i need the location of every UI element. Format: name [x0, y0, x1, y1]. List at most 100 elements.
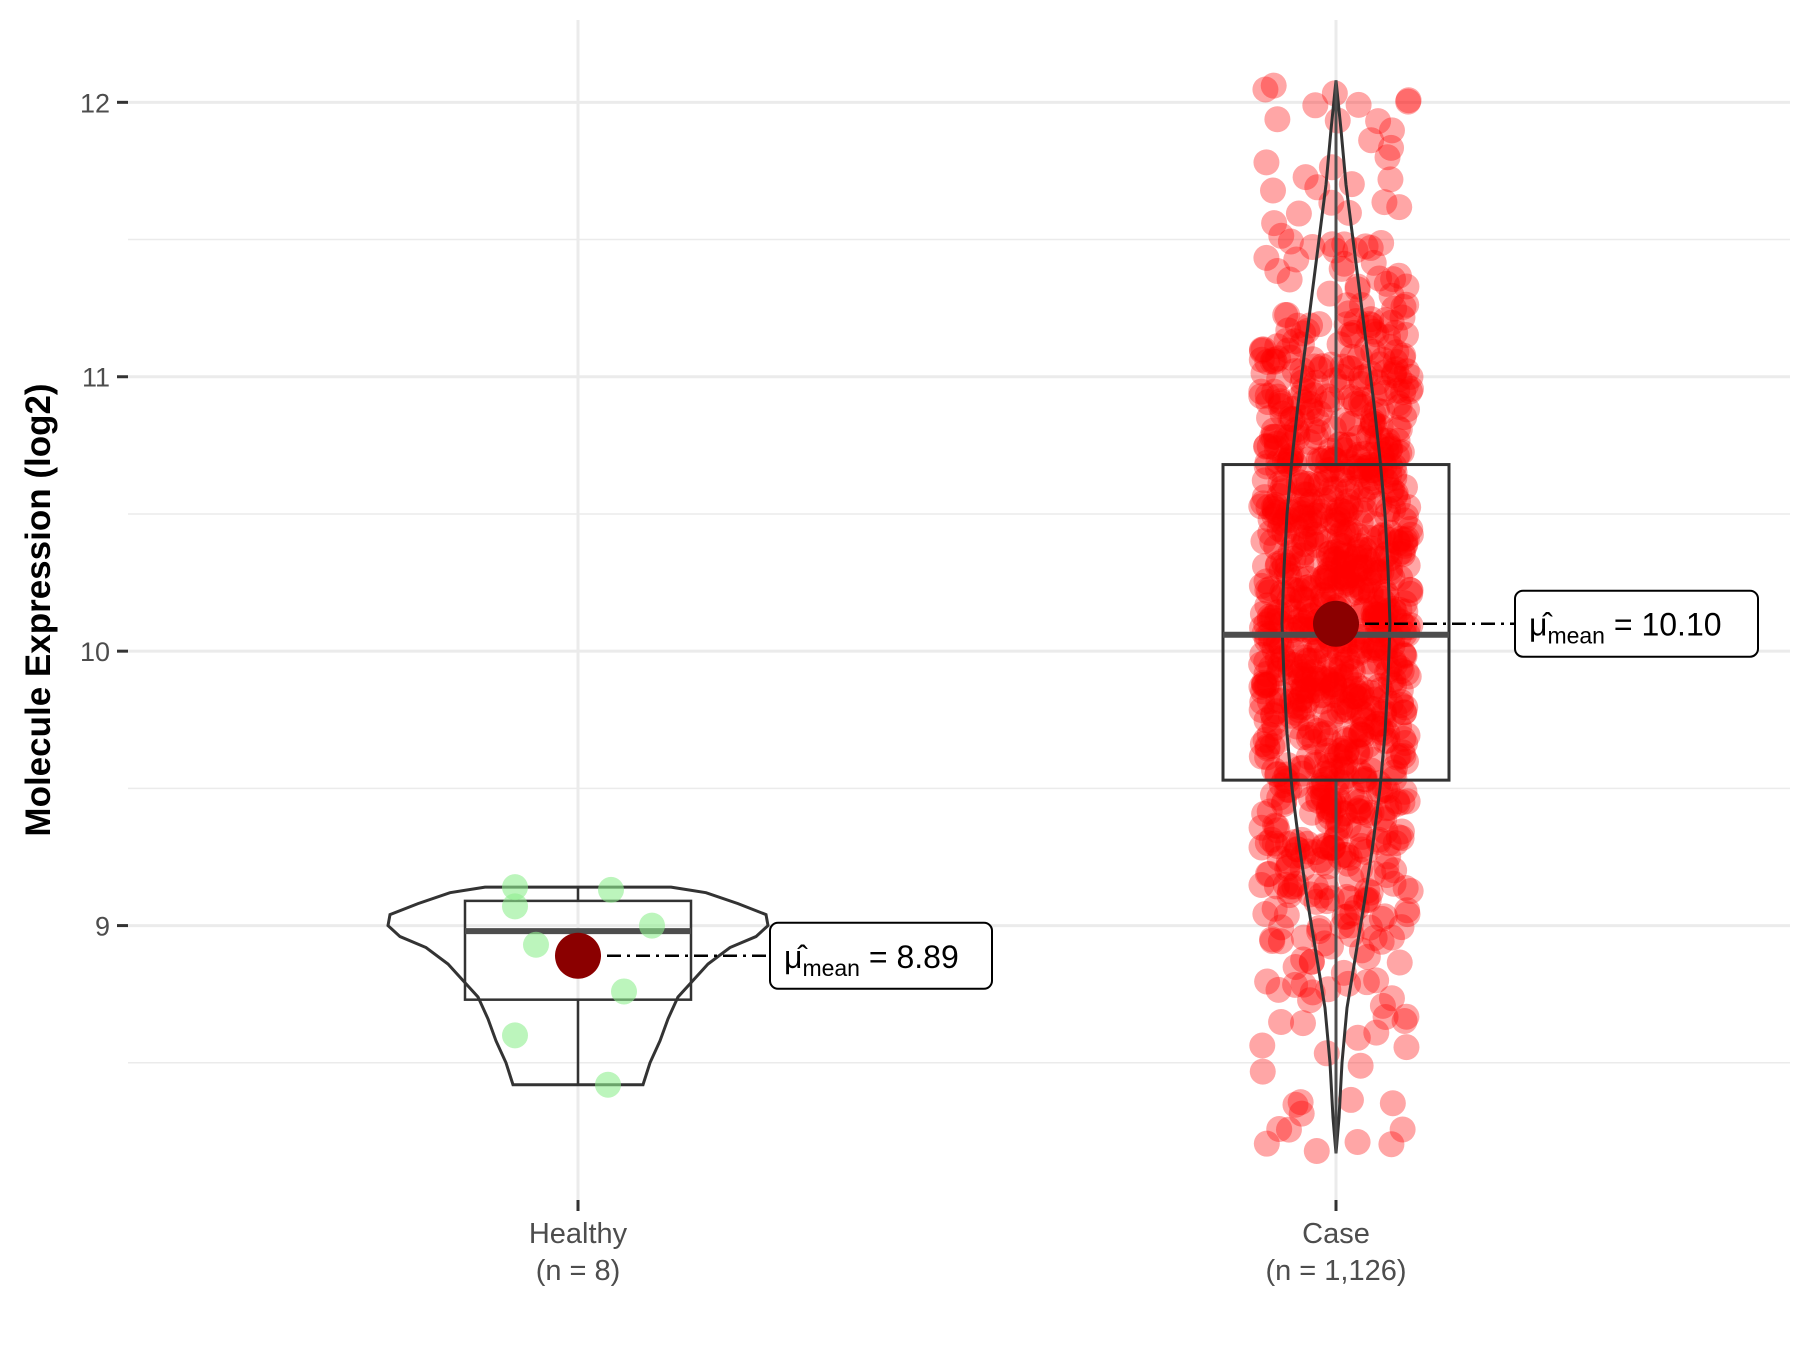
case-data-point — [1395, 494, 1422, 521]
case-data-point — [1370, 701, 1397, 728]
case-data-point — [1359, 412, 1386, 439]
case-data-point — [1379, 632, 1406, 659]
case-data-point — [1381, 701, 1408, 728]
case-data-point — [1264, 499, 1291, 526]
case-data-point — [1328, 769, 1355, 796]
case-data-point — [1356, 454, 1383, 481]
case-data-point — [1276, 266, 1303, 293]
case-data-point — [1390, 642, 1417, 669]
case-data-point — [1368, 607, 1395, 634]
case-data-point — [1385, 529, 1412, 556]
x-category-label: Healthy — [529, 1218, 628, 1250]
case-data-point — [1397, 878, 1424, 905]
case-data-point — [1363, 559, 1390, 586]
healthy-data-point — [502, 874, 528, 901]
case-data-point — [1318, 154, 1345, 181]
case-data-point — [1256, 579, 1283, 606]
case-data-point — [1380, 266, 1407, 293]
case-data-point — [1339, 900, 1366, 927]
case-violin — [1280, 80, 1392, 1154]
case-data-point — [1345, 441, 1372, 468]
case-data-point — [1268, 914, 1295, 941]
case-data-point — [1327, 540, 1354, 567]
case-data-point — [1303, 471, 1330, 498]
case-data-point — [1257, 519, 1284, 546]
case-data-point — [1346, 685, 1373, 712]
case-data-point — [1306, 400, 1333, 427]
case-data-point — [1291, 539, 1318, 566]
case-data-point — [1356, 648, 1383, 675]
case-data-point — [1347, 637, 1374, 664]
case-data-point — [1357, 577, 1384, 604]
case-data-point — [1302, 521, 1329, 548]
case-data-point — [1337, 384, 1364, 411]
case-data-point — [1388, 818, 1415, 845]
case-data-point — [1271, 788, 1298, 815]
case-data-point — [1347, 856, 1374, 883]
healthy-box — [463, 899, 693, 1001]
case-data-point — [1366, 351, 1393, 378]
case-data-point — [1264, 383, 1291, 410]
case-data-point — [1295, 724, 1322, 751]
case-data-point — [1265, 448, 1292, 475]
case-data-point — [1391, 642, 1418, 669]
case-data-point — [1362, 635, 1389, 662]
case-data-point — [1307, 721, 1334, 748]
case-data-point — [1327, 431, 1354, 458]
case-data-point — [1293, 647, 1320, 674]
case-data-point — [1276, 878, 1303, 905]
case-data-point — [1363, 397, 1390, 424]
case-data-point — [1255, 494, 1282, 521]
case-data-point — [1294, 470, 1321, 497]
case-data-point — [1387, 688, 1414, 715]
case-data-point — [1342, 390, 1369, 417]
case-data-point — [1267, 656, 1294, 683]
case-data-point — [1286, 634, 1313, 661]
case-data-point — [1373, 584, 1400, 611]
case-data-point — [1298, 525, 1325, 552]
case-data-point — [1253, 672, 1280, 699]
case-data-point — [1390, 725, 1417, 752]
case-data-point — [1303, 670, 1330, 697]
case-data-point — [1348, 683, 1375, 710]
case-data-point — [1309, 849, 1336, 876]
case-data-point — [1359, 408, 1386, 435]
case-data-point — [1254, 449, 1281, 476]
case-data-point — [1290, 662, 1317, 689]
case-data-point — [1291, 530, 1318, 557]
case-data-point — [1264, 817, 1291, 844]
case-data-point — [1278, 605, 1305, 632]
case-data-point — [1284, 424, 1311, 451]
case-data-point — [1256, 798, 1283, 825]
case-data-point — [1344, 474, 1371, 501]
case-data-point — [1299, 488, 1326, 515]
case-data-point — [1260, 494, 1287, 521]
case-data-point — [1389, 739, 1416, 766]
case-data-point — [1377, 690, 1404, 717]
case-data-point — [1380, 362, 1407, 389]
case-data-point — [1346, 532, 1373, 559]
case-data-point — [1334, 727, 1361, 754]
case-data-point — [1266, 599, 1293, 626]
case-data-point — [1263, 873, 1290, 900]
case-data-point — [1312, 701, 1339, 728]
case-data-point — [1372, 359, 1399, 386]
case-data-point — [1265, 976, 1292, 1003]
case-data-point — [1361, 686, 1388, 713]
case-data-point — [1292, 574, 1319, 601]
y-tick-label: 10 — [80, 637, 110, 667]
case-data-point — [1265, 456, 1292, 483]
case-data-point — [1289, 586, 1316, 613]
case-data-point — [1349, 704, 1376, 731]
case-data-point — [1313, 469, 1340, 496]
case-data-point — [1383, 443, 1410, 470]
case-data-point — [1323, 564, 1350, 591]
case-data-point — [1313, 1040, 1340, 1067]
case-data-point — [1248, 346, 1275, 373]
case-data-point — [1250, 528, 1277, 555]
case-data-point — [1287, 686, 1314, 713]
case-data-point — [1369, 346, 1396, 373]
case-data-point — [1382, 319, 1409, 346]
case-data-point — [1379, 565, 1406, 592]
